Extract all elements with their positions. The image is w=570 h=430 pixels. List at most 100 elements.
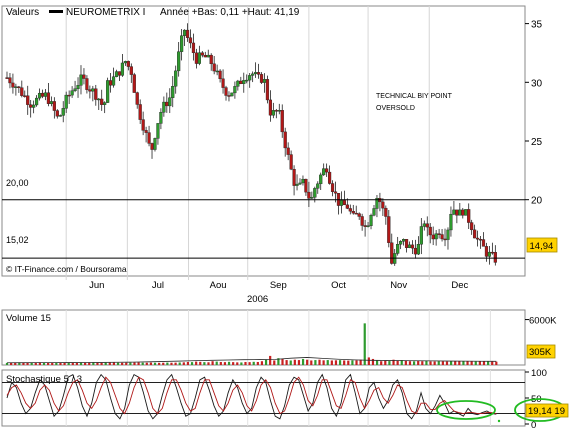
candle-up (64, 94, 68, 109)
candle-up (251, 73, 255, 76)
candle-down (144, 130, 148, 133)
volume-bar (71, 362, 74, 365)
volume-bar (223, 362, 227, 365)
month-tick-label: Nov (390, 280, 407, 291)
volume-bar (375, 360, 379, 365)
candle-down (150, 143, 154, 150)
stoch-last-label: 19,14 19 (528, 406, 565, 417)
candle-down (11, 82, 15, 88)
candle-down (259, 74, 264, 83)
volume-bar (269, 355, 272, 365)
volume-bar (318, 359, 321, 365)
volume-bar (462, 361, 465, 365)
volume-bar (108, 362, 111, 365)
volume-bar (470, 361, 473, 365)
price-y-tick-label: 25 (531, 137, 543, 148)
candle-down (292, 168, 296, 186)
volume-bar (26, 362, 29, 365)
candle-down (274, 110, 278, 112)
volume-bar (297, 360, 301, 365)
candle-down (188, 37, 193, 44)
candle-up (458, 209, 462, 216)
candle-down (443, 238, 447, 241)
candle-down (387, 216, 391, 243)
candle-down (473, 229, 477, 239)
candle-down (333, 191, 338, 194)
candle-down (484, 246, 489, 257)
candle-up (197, 52, 201, 64)
volume-bar (248, 362, 251, 365)
volume-bar (474, 361, 477, 365)
stoch-d-line (6, 376, 497, 415)
candle-down (268, 99, 273, 116)
candle-up (233, 86, 237, 94)
candle-down (55, 110, 59, 117)
volume-bar (371, 358, 375, 365)
candle-down (381, 201, 385, 209)
candle-up (14, 86, 18, 88)
candle-up (156, 123, 160, 139)
candle-up (171, 86, 175, 98)
candle-up (339, 200, 344, 206)
candle-down (330, 183, 335, 192)
volume-bar (67, 362, 70, 365)
candle-down (384, 207, 388, 217)
candle-down (325, 168, 329, 173)
candle-down (108, 80, 113, 86)
candle-up (114, 71, 119, 77)
candle-down (478, 239, 483, 241)
candle-up (254, 72, 258, 75)
candle-up (49, 101, 53, 104)
volume-bar (367, 357, 370, 365)
candle-up (123, 61, 127, 64)
candle-down (100, 98, 104, 105)
candle-down (357, 213, 361, 217)
candle-down (29, 104, 33, 108)
candle-down (437, 233, 441, 235)
candle-down (20, 87, 24, 96)
stoch-lines (6, 373, 497, 420)
volume-bar (392, 359, 395, 365)
candle-down (5, 77, 9, 79)
candle-down (126, 61, 130, 67)
candle-down (85, 78, 89, 90)
volume-bar (186, 361, 190, 365)
volume-bar (277, 358, 280, 365)
candle-down (289, 154, 293, 170)
candle-down (475, 237, 480, 240)
volume-bar (84, 362, 87, 365)
volume-bar (199, 361, 202, 365)
candle-down (239, 80, 243, 84)
month-tick-label: Dec (451, 280, 468, 291)
volume-bar (326, 360, 329, 365)
volume-bar (34, 362, 37, 365)
header-stats: Année +Bas: 0,11 +Haut: 41,19 (160, 7, 300, 18)
candle-down (493, 252, 497, 263)
ref-line-label-1502: 15,02 (6, 235, 29, 245)
candle-down (132, 74, 136, 93)
candle-down (224, 87, 228, 96)
volume-bar (454, 361, 457, 365)
candle-down (345, 204, 349, 209)
volume-bar (417, 361, 420, 365)
volume-bar (51, 362, 54, 365)
candle-down (46, 92, 51, 104)
candle-down (342, 200, 346, 206)
volume-bar (301, 358, 305, 365)
year-label: 2006 (247, 294, 268, 305)
candle-down (194, 52, 199, 64)
candle-down (147, 132, 151, 144)
volume-bar (236, 362, 239, 365)
volume-bar (380, 361, 383, 365)
candle-down (221, 78, 225, 88)
volume-bar (203, 362, 206, 365)
volume-bar (92, 362, 95, 365)
volume-bar (22, 362, 25, 365)
volume-bar (478, 361, 481, 365)
candle-down (351, 211, 355, 214)
candle-up (396, 244, 400, 254)
volume-bar (195, 361, 198, 365)
volume-bar (347, 360, 350, 365)
candle-up (248, 75, 252, 81)
candle-up (372, 208, 376, 216)
